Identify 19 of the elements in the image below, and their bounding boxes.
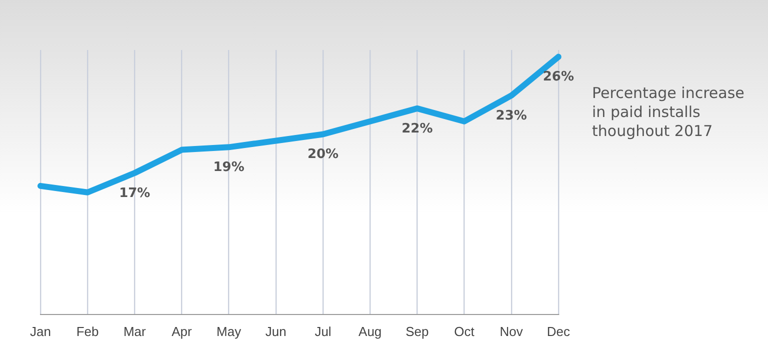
data-label: 26% bbox=[542, 70, 574, 85]
data-label: 23% bbox=[496, 108, 527, 124]
x-tick-label: Apr bbox=[172, 324, 193, 339]
x-tick-label: Nov bbox=[500, 324, 524, 339]
data-label: 20% bbox=[307, 147, 339, 162]
x-tick-label: Jan bbox=[30, 324, 51, 339]
x-tick-label: Aug bbox=[358, 324, 382, 339]
x-tick-label: Oct bbox=[454, 324, 475, 339]
x-tick-label: Jul bbox=[314, 324, 332, 339]
text: Percentage increase in paid installs thoughout 2017 bbox=[592, 84, 746, 141]
x-tick-label: Mar bbox=[123, 324, 147, 339]
x-tick-label: Sep bbox=[406, 324, 429, 339]
x-tick-label: Feb bbox=[76, 324, 99, 339]
data-label: 22% bbox=[402, 121, 433, 136]
x-tick-label: Dec bbox=[546, 324, 570, 339]
x-tick-label: Jun bbox=[265, 324, 286, 339]
data-label: 17% bbox=[119, 186, 150, 201]
data-label: 19% bbox=[213, 160, 244, 176]
x-tick-label: May bbox=[216, 324, 242, 339]
